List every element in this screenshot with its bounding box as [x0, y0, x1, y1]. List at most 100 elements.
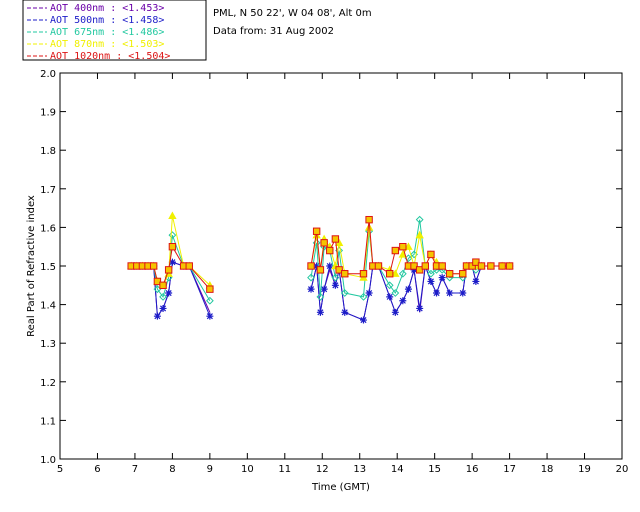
y-tick-label: 2.0 — [40, 69, 56, 80]
data-point-diamond — [340, 289, 349, 297]
data-point-square — [410, 262, 418, 270]
data-point-diamond — [359, 292, 368, 301]
data-point-diamond — [427, 269, 435, 278]
legend-entry: AOT 675nm : <1.486> — [50, 27, 164, 38]
x-tick-label: 11 — [278, 464, 291, 475]
data-point-triangle — [415, 230, 424, 239]
data-point-triangle — [364, 223, 374, 231]
data-point-diamond — [168, 231, 177, 240]
data-point-square — [505, 262, 514, 270]
data-point-square — [331, 235, 340, 243]
data-point-triangle — [391, 269, 400, 277]
data-point-asterisk — [410, 266, 418, 274]
legend-box — [22, 0, 207, 61]
x-tick-label: 14 — [391, 464, 404, 475]
x-tick-label: 16 — [466, 464, 479, 475]
data-point-square — [468, 262, 476, 270]
data-point-square — [359, 270, 368, 278]
data-point-asterisk — [446, 289, 454, 297]
data-point-square — [312, 227, 321, 235]
data-point-square — [391, 246, 400, 255]
data-point-square — [185, 262, 193, 270]
data-point-asterisk — [399, 297, 407, 305]
data-point-asterisk — [331, 281, 339, 289]
series-2 — [127, 215, 514, 305]
data-point-square — [365, 215, 373, 224]
data-point-diamond — [415, 215, 424, 224]
y-tick-label: 1.1 — [40, 416, 56, 427]
data-point-square — [421, 262, 430, 270]
data-point-asterisk — [459, 289, 467, 297]
x-tick-label: 6 — [94, 464, 100, 475]
x-tick-label: 9 — [207, 464, 213, 475]
data-point-asterisk — [404, 285, 412, 293]
legend: AOT 400nm : <1.453>AOT 500nm : <1.458>AO… — [27, 3, 170, 62]
data-point-diamond — [205, 296, 214, 305]
data-point-asterisk — [359, 316, 367, 324]
data-point-diamond — [307, 273, 315, 282]
data-point-square — [164, 266, 173, 274]
x-tick-label: 5 — [57, 464, 63, 475]
location-label: PML, N 50 22', W 04 08', Alt 0m — [213, 8, 372, 19]
y-axis-title: Real Part of Refractive index — [26, 195, 37, 337]
data-point-asterisk — [365, 289, 373, 297]
data-point-square — [438, 262, 446, 270]
data-point-square — [168, 243, 177, 251]
data-point-square — [477, 262, 486, 270]
series-line — [131, 219, 510, 290]
data-point-square — [326, 246, 334, 255]
data-point-square — [498, 262, 506, 270]
x-tick-label: 7 — [132, 464, 138, 475]
data-point-square — [459, 270, 467, 278]
data-point-square — [153, 277, 162, 286]
x-tick-label: 19 — [578, 464, 591, 475]
data-point-square — [316, 266, 325, 274]
data-point-square — [159, 281, 167, 290]
data-point-diamond — [385, 281, 394, 290]
series-3 — [127, 211, 514, 289]
data-point-asterisk — [159, 304, 167, 312]
data-point-asterisk — [341, 308, 349, 316]
data-point-asterisk — [472, 277, 480, 285]
data-point-asterisk — [386, 293, 394, 301]
data-point-triangle — [168, 211, 177, 220]
data-point-square — [427, 250, 435, 259]
series-4 — [127, 215, 514, 293]
data-point-asterisk — [416, 304, 424, 312]
data-point-square — [487, 262, 495, 270]
legend-entry: AOT 870nm : <1.503> — [50, 39, 164, 50]
y-tick-label: 1.2 — [40, 378, 56, 389]
x-tick-label: 13 — [353, 464, 366, 475]
series-layer — [127, 211, 514, 324]
data-point-square — [445, 270, 454, 278]
x-tick-label: 18 — [541, 464, 554, 475]
legend-entry: AOT 1020nm : <1.504> — [50, 51, 170, 62]
data-point-asterisk — [316, 308, 324, 316]
x-axis-title: Time (GMT) — [311, 482, 370, 493]
x-tick-label: 10 — [241, 464, 254, 475]
data-point-square — [472, 258, 480, 266]
data-point-square — [149, 262, 158, 270]
y-tick-label: 1.9 — [40, 108, 56, 119]
data-point-asterisk — [206, 312, 214, 320]
legend-entry: AOT 500nm : <1.458> — [50, 15, 164, 26]
data-point-diamond — [159, 292, 167, 301]
y-axis: 1.0 1.1 1.2 1.3 1.4 1.5 1.6 1.7 1.8 1.9 2.0 — [40, 69, 622, 466]
legend-entry: AOT 400nm : <1.453> — [50, 3, 164, 14]
x-tick-label: 17 — [503, 464, 516, 475]
x-axis: 5 6 7 8 9 10 11 12 13 14 15 16 17 18 19 20 — [57, 73, 629, 475]
data-point-diamond — [391, 289, 400, 297]
data-point-diamond — [398, 269, 407, 278]
data-point-square — [399, 243, 407, 251]
data-point-diamond — [316, 292, 325, 301]
date-label: Data from: 31 Aug 2002 — [213, 26, 334, 37]
data-point-square — [335, 266, 343, 274]
y-tick-label: 1.7 — [40, 185, 56, 196]
x-tick-label: 20 — [616, 464, 629, 475]
data-point-square — [307, 262, 315, 270]
data-point-square — [341, 270, 349, 278]
data-point-triangle — [404, 242, 413, 250]
y-tick-label: 1.5 — [40, 262, 56, 273]
y-tick-label: 1.8 — [40, 146, 56, 157]
